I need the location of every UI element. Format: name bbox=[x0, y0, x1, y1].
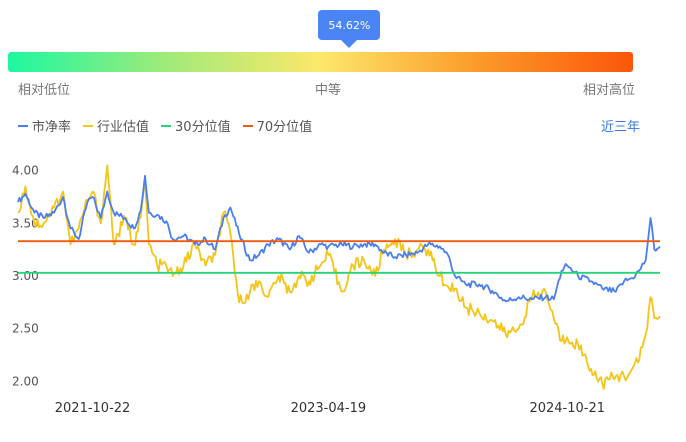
series-line-pb bbox=[17, 174, 661, 303]
legend-label-pb: 市净率 bbox=[32, 120, 72, 135]
percentile-gauge-bar bbox=[8, 52, 633, 72]
series-line-industry bbox=[17, 164, 661, 390]
legend-item-p30[interactable]: 30分位值 bbox=[161, 116, 231, 135]
chart-legend: 市净率 行业估值 30分位值 70分位值 bbox=[18, 116, 312, 135]
percentile-value: 54.62% bbox=[328, 18, 371, 32]
y-tick-label: 2.50 bbox=[12, 322, 39, 336]
legend-label-industry: 行业估值 bbox=[97, 120, 150, 135]
y-tick-label: 2.00 bbox=[12, 374, 39, 388]
gauge-low-label: 相对低位 bbox=[18, 83, 71, 98]
legend-swatch-industry bbox=[83, 124, 94, 127]
gauge-high-label: 相对高位 bbox=[583, 83, 636, 98]
range-selector-3y[interactable]: 近三年 bbox=[600, 120, 640, 135]
x-tick-label: 2024-10-21 bbox=[529, 401, 605, 416]
legend-item-industry[interactable]: 行业估值 bbox=[83, 116, 149, 135]
legend-item-p70[interactable]: 70分位值 bbox=[242, 116, 313, 135]
y-tick-label: 3.50 bbox=[12, 216, 39, 230]
legend-swatch-p30 bbox=[161, 124, 172, 127]
y-tick-label: 3.00 bbox=[12, 269, 39, 283]
x-tick-label: 2023-04-19 bbox=[291, 401, 367, 416]
x-tick-label: 2021-10-22 bbox=[55, 401, 131, 416]
legend-label-p30: 30分位值 bbox=[175, 120, 231, 135]
legend-swatch-p70 bbox=[242, 124, 253, 127]
legend-label-p70: 70分位值 bbox=[256, 120, 313, 135]
y-tick-label: 4.00 bbox=[12, 164, 39, 178]
gauge-mid-label: 中等 bbox=[315, 83, 342, 98]
legend-swatch-pb bbox=[18, 124, 28, 127]
tooltip-arrow bbox=[341, 40, 358, 48]
percentile-tooltip: 54.62% bbox=[318, 10, 381, 48]
legend-item-pb[interactable]: 市净率 bbox=[18, 116, 71, 135]
